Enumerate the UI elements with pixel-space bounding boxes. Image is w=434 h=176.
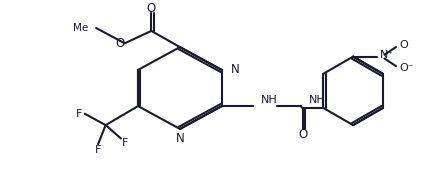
Text: N: N — [230, 63, 239, 76]
Text: N: N — [379, 50, 387, 60]
Text: O: O — [297, 128, 306, 141]
Text: O: O — [146, 2, 156, 15]
Text: NH: NH — [260, 95, 277, 105]
Text: N: N — [175, 132, 184, 145]
Text: ⁺: ⁺ — [387, 50, 391, 59]
Text: O: O — [115, 37, 124, 50]
Text: Me: Me — [73, 23, 89, 33]
Text: NH: NH — [308, 95, 324, 105]
Text: F: F — [95, 145, 101, 155]
Text: O⁻: O⁻ — [399, 63, 414, 73]
Text: O: O — [399, 40, 408, 50]
Text: F: F — [76, 109, 82, 119]
Text: F: F — [121, 138, 128, 148]
